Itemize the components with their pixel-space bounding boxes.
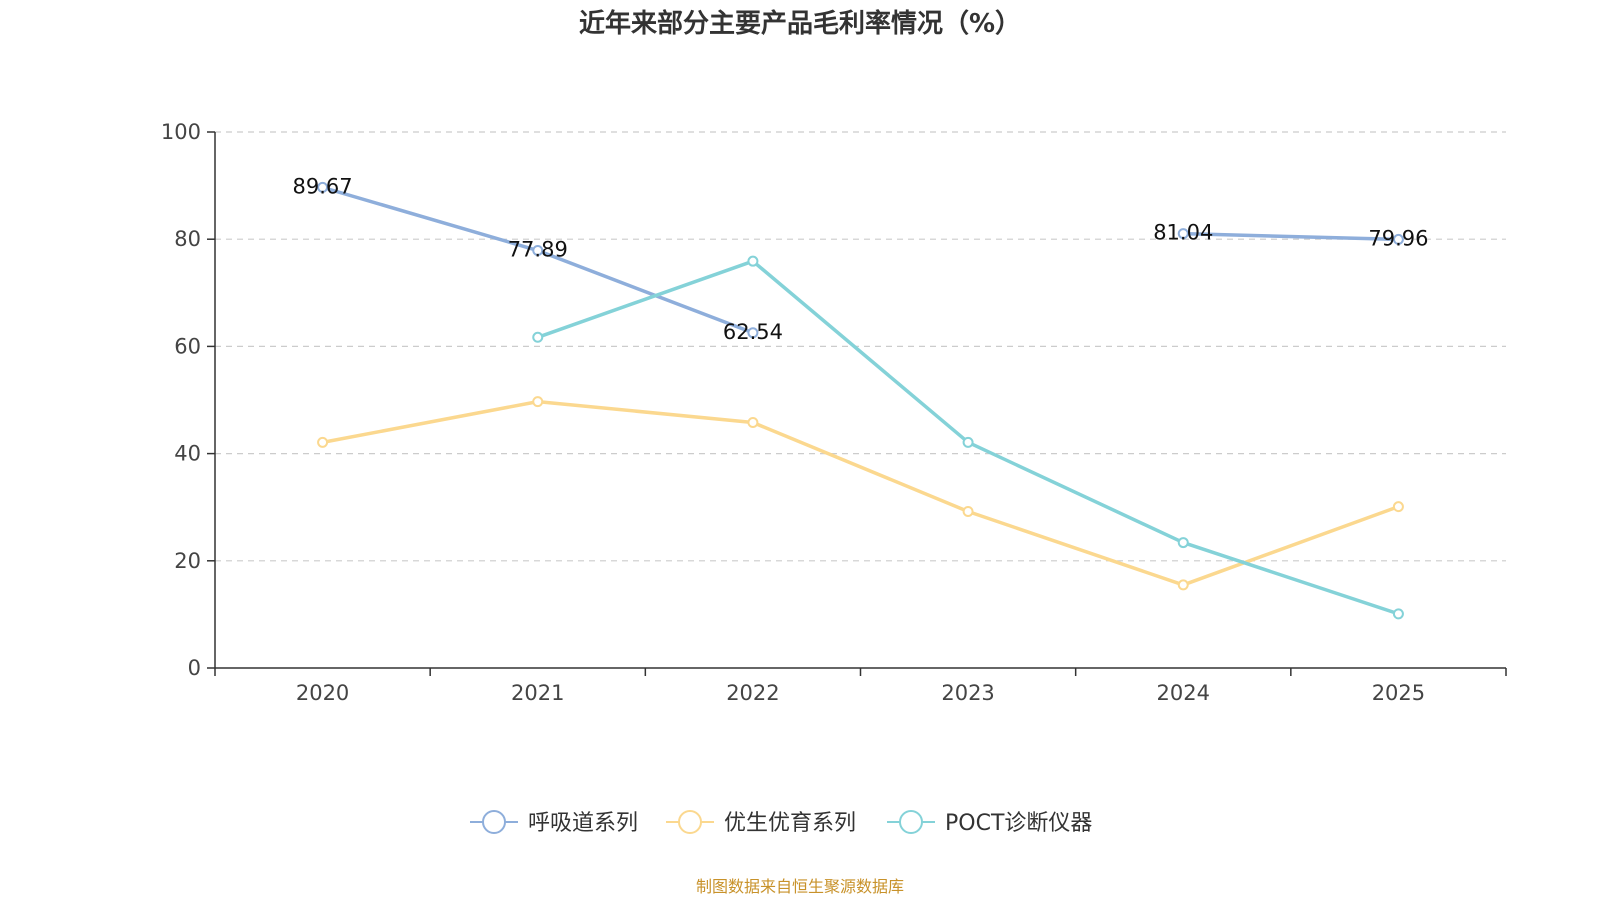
data-point [1392, 233, 1404, 245]
data-label: 81.04 [1153, 221, 1213, 245]
y-tick-label: 100 [161, 120, 201, 144]
data-label: 62.54 [723, 320, 783, 344]
series-line [1183, 231, 1399, 242]
data-label: 79.96 [1368, 226, 1428, 250]
legend-marker [482, 810, 506, 834]
y-tick-label: 0 [188, 656, 201, 680]
data-label: 89.67 [293, 174, 353, 198]
chart-title: 近年来部分主要产品毛利率情况（%） [579, 8, 1021, 39]
x-tick-label: 2023 [941, 681, 994, 705]
x-tick-label: 2022 [726, 681, 779, 705]
grid-lines [215, 131, 1506, 562]
data-point [1177, 537, 1189, 549]
y-tick-label: 20 [174, 549, 201, 573]
data-point [532, 245, 544, 257]
y-tick-label: 60 [174, 334, 201, 358]
y-tick-label: 80 [174, 227, 201, 251]
data-point [317, 436, 329, 448]
series-line [322, 399, 1400, 587]
x-tick-label: 2025 [1372, 681, 1425, 705]
x-tick-label: 2020 [296, 681, 349, 705]
axes: 0 20 40 60 80 100 2020 2021 2022 2023 2024 2025 [161, 120, 1507, 705]
data-point [317, 181, 329, 193]
data-point [1177, 228, 1189, 240]
legend-label: 呼吸道系列 [528, 811, 638, 836]
y-tick-label: 40 [174, 442, 201, 466]
data-point [962, 505, 974, 517]
data-point [962, 436, 974, 448]
series-lines [317, 181, 1404, 620]
legend: 呼吸道系列 优生优育系列 POCT诊断仪器 [470, 810, 1092, 836]
data-point [747, 255, 759, 267]
data-point [1392, 501, 1404, 513]
data-labels: 89.67 77.89 62.54 81.04 79.96 [293, 174, 1429, 343]
legend-marker [678, 810, 702, 834]
data-label: 77.89 [508, 238, 568, 262]
legend-label: POCT诊断仪器 [945, 811, 1092, 836]
legend-label: 优生优育系列 [724, 811, 856, 836]
legend-marker [899, 810, 923, 834]
data-point [1177, 579, 1189, 591]
x-tick-label: 2021 [511, 681, 564, 705]
x-tick-label: 2024 [1157, 681, 1210, 705]
data-point [1392, 608, 1404, 620]
data-point [747, 327, 759, 339]
data-point [747, 417, 759, 429]
data-point [532, 396, 544, 408]
source-note: 制图数据来自恒生聚源数据库 [696, 877, 904, 896]
data-point [532, 331, 544, 343]
